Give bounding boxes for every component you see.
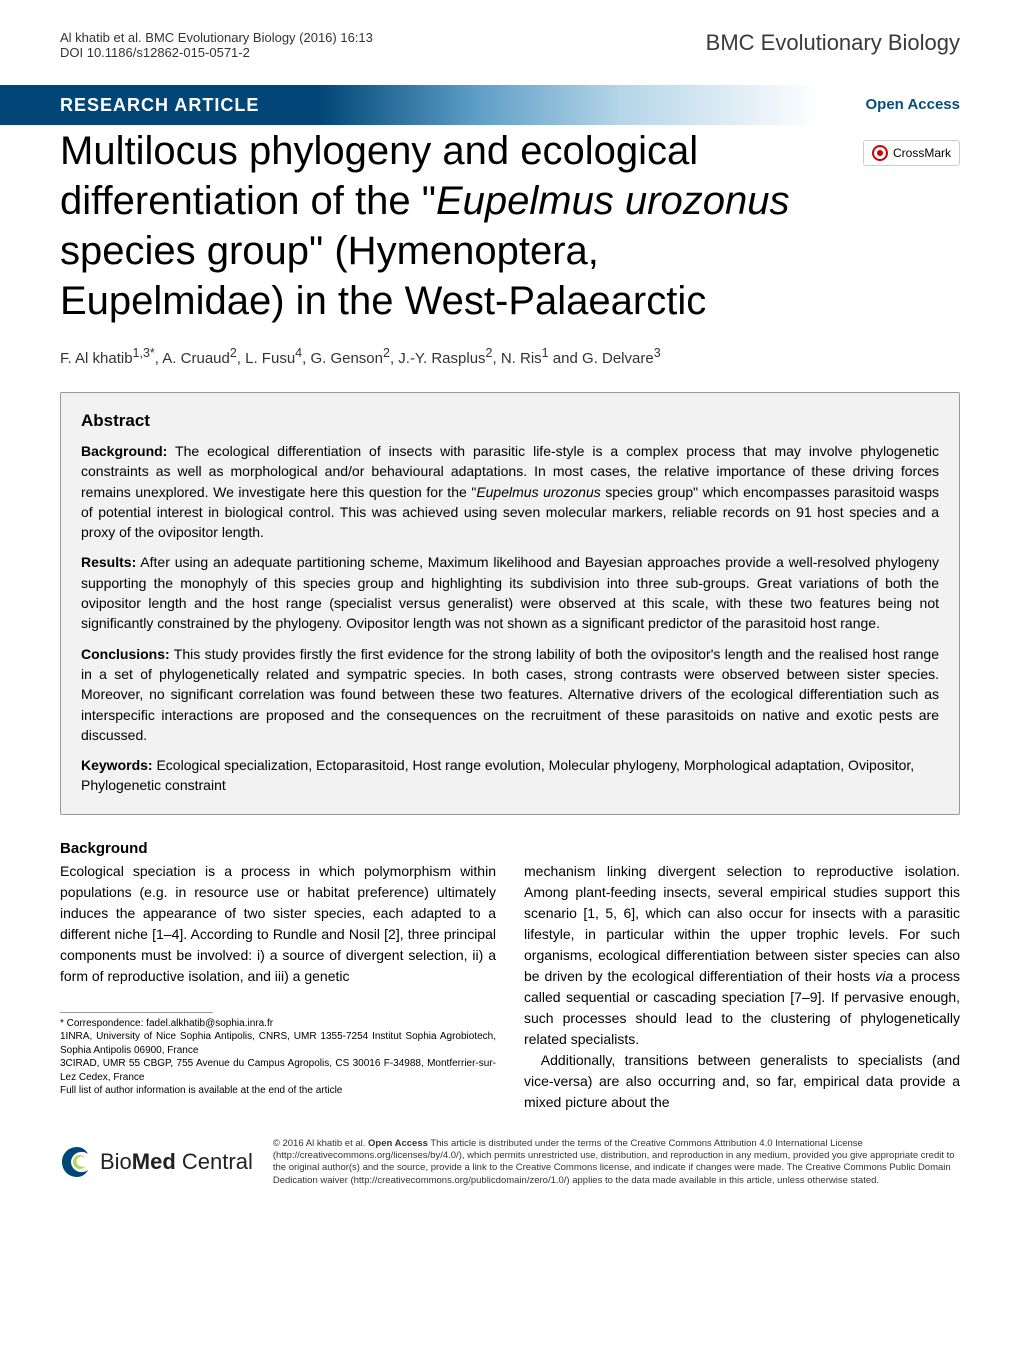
- page-footer: BioMed Central © 2016 Al khatib et al. O…: [0, 1113, 1020, 1217]
- crossmark-label: CrossMark: [893, 146, 951, 160]
- license-text: © 2016 Al khatib et al. Open Access This…: [273, 1138, 960, 1187]
- keywords-text: Ecological specialization, Ectoparasitoi…: [81, 757, 914, 793]
- full-author-info-note: Full list of author information is avail…: [60, 1084, 496, 1098]
- abstract-heading: Abstract: [81, 411, 939, 431]
- biomed-central-logo: BioMed Central: [60, 1145, 253, 1179]
- biomed-swirl-icon: [60, 1145, 94, 1179]
- abstract-conclusions-text: This study provides firstly the first ev…: [81, 646, 939, 743]
- article-type-banner: RESEARCH ARTICLE Open Access: [0, 85, 1020, 125]
- crossmark-icon: [872, 145, 888, 161]
- bmc-central: Central: [182, 1149, 253, 1174]
- open-access-label: Open Access: [820, 85, 1020, 125]
- affiliation-3: 3CIRAD, UMR 55 CBGP, 755 Avenue du Campu…: [60, 1057, 496, 1084]
- abstract-conclusions-label: Conclusions:: [81, 646, 170, 662]
- correspondence-line: * Correspondence: fadel.alkhatib@sophia.…: [60, 1017, 496, 1031]
- body-para-3: Additionally, transitions between genera…: [524, 1050, 960, 1113]
- affiliation-1: 1INRA, University of Nice Sophia Antipol…: [60, 1030, 496, 1057]
- body-columns: Ecological speciation is a process in wh…: [60, 861, 960, 1113]
- bmc-med: Med: [132, 1149, 176, 1174]
- biomed-central-text: BioMed Central: [100, 1149, 253, 1175]
- article-type-label: RESEARCH ARTICLE: [0, 85, 320, 125]
- journal-name: BMC Evolutionary Biology: [706, 30, 960, 56]
- abstract-results-text: After using an adequate partitioning sch…: [81, 554, 939, 631]
- citation-doi: DOI 10.1186/s12862-015-0571-2: [60, 45, 373, 60]
- body-para-2: mechanism linking divergent selection to…: [524, 861, 960, 1050]
- banner-gradient: [320, 85, 820, 125]
- abstract-results-label: Results:: [81, 554, 136, 570]
- abstract-background: Background: The ecological differentiati…: [81, 441, 939, 542]
- abstract-results: Results: After using an adequate partiti…: [81, 552, 939, 633]
- citation-line-1: Al khatib et al. BMC Evolutionary Biolog…: [60, 30, 373, 45]
- abstract-keywords: Keywords: Ecological specialization, Ect…: [81, 755, 939, 796]
- body-para-1: Ecological speciation is a process in wh…: [60, 861, 496, 987]
- footnote-rule: [60, 1012, 213, 1013]
- background-heading: Background: [60, 840, 960, 857]
- author-list: F. Al khatib1,3*, A. Cruaud2, L. Fusu4, …: [0, 326, 1020, 382]
- citation-block: Al khatib et al. BMC Evolutionary Biolog…: [60, 30, 373, 60]
- page-container: Al khatib et al. BMC Evolutionary Biolog…: [0, 0, 1020, 1217]
- body-section: Background Ecological speciation is a pr…: [0, 825, 1020, 1113]
- abstract-background-label: Background:: [81, 443, 167, 459]
- keywords-label: Keywords:: [81, 757, 153, 773]
- article-title: Multilocus phylogeny and ecological diff…: [0, 126, 880, 326]
- abstract-box: Abstract Background: The ecological diff…: [60, 392, 960, 815]
- footnotes-block: * Correspondence: fadel.alkhatib@sophia.…: [60, 1012, 496, 1098]
- abstract-conclusions: Conclusions: This study provides firstly…: [81, 644, 939, 745]
- abstract-background-text: The ecological differentiation of insect…: [81, 443, 939, 540]
- crossmark-button[interactable]: CrossMark: [863, 140, 960, 166]
- bmc-bio: Bio: [100, 1149, 132, 1174]
- page-header: Al khatib et al. BMC Evolutionary Biolog…: [0, 0, 1020, 70]
